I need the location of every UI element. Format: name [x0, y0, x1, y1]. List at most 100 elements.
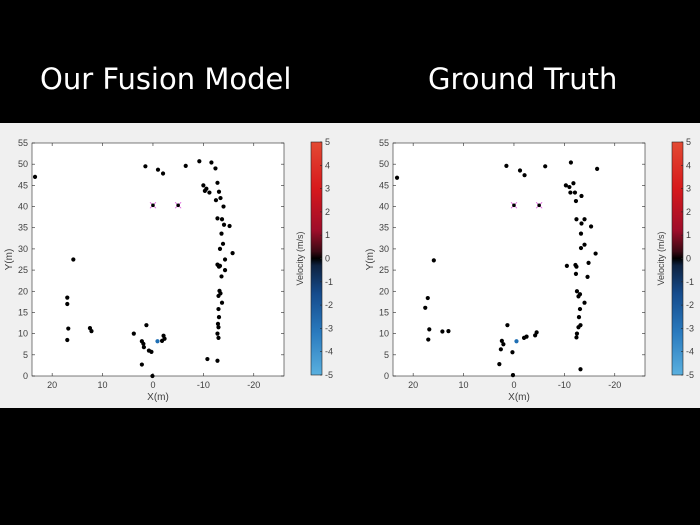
data-point [499, 338, 504, 343]
data-point [220, 241, 226, 246]
y-tick-label: 40 [18, 202, 28, 212]
colorbar-tick-label: 2 [686, 207, 691, 217]
data-point [572, 190, 578, 195]
colorbar-tick-label: 5 [686, 137, 691, 147]
data-point [440, 329, 445, 334]
colorbar-tick-label: 3 [325, 184, 330, 194]
x-tick-label: 10 [98, 380, 108, 390]
data-point [574, 264, 579, 269]
data-point [215, 331, 220, 336]
data-point [215, 180, 220, 185]
right-plot-area [392, 142, 646, 377]
data-point [568, 160, 574, 165]
y-tick-label: 0 [23, 371, 28, 381]
data-point [230, 251, 235, 256]
data-point [573, 198, 579, 204]
y-axis-label: Y(m) [4, 249, 15, 271]
data-point [215, 216, 220, 221]
cross-center-dot [512, 203, 516, 208]
data-point [219, 300, 225, 305]
y-tick-label: 20 [379, 286, 389, 296]
colorbar-tick-label: -5 [325, 370, 333, 380]
colorbar-tick-label: 3 [686, 184, 691, 194]
cross-marker [535, 201, 543, 209]
y-tick-label: 50 [379, 159, 389, 169]
y-tick-label: 50 [18, 159, 28, 169]
data-point [141, 341, 146, 346]
colorbar-tick-label: 4 [686, 160, 691, 170]
data-point [65, 295, 70, 300]
data-point [577, 306, 583, 312]
data-point [213, 198, 219, 203]
data-point [578, 245, 584, 251]
y-tick-label: 10 [379, 329, 389, 339]
data-point [582, 300, 587, 305]
data-point [522, 173, 527, 178]
y-tick-label: 25 [18, 265, 28, 275]
x-tick-label: -20 [247, 380, 260, 390]
data-point [219, 274, 224, 279]
data-point [217, 246, 223, 252]
y-tick-label: 15 [18, 307, 28, 317]
y-tick-label: 25 [379, 265, 389, 275]
colorbar-tick-label: -4 [325, 347, 333, 357]
x-tick-label: -20 [608, 380, 621, 390]
left-colorbar: 5 4 3 2 1 0 -1 -2 -3 -4 -5 Velocity (m/s) [295, 137, 333, 380]
data-point [446, 328, 451, 334]
y-tick-label: 45 [379, 180, 389, 190]
y-tick-label: 35 [18, 223, 28, 233]
data-point [576, 315, 582, 320]
y-axis-label: Y(m) [365, 249, 376, 271]
data-point [149, 349, 154, 354]
colorbar-tick-label: -1 [686, 277, 694, 287]
data-point [207, 190, 212, 195]
data-point [510, 373, 516, 378]
data-point [586, 260, 591, 265]
left-panel-title: Our Fusion Model [40, 62, 292, 96]
data-point [209, 160, 214, 165]
data-point [139, 362, 144, 367]
data-point [578, 231, 584, 236]
data-point [579, 221, 584, 226]
cross-marker [510, 201, 518, 209]
data-point [567, 184, 572, 190]
data-point [197, 159, 202, 164]
data-point [498, 347, 503, 352]
colorbar-tick-label: -3 [325, 323, 333, 333]
x-tick-label: -10 [558, 380, 571, 390]
data-point [222, 267, 228, 273]
colorbar-tick-label: -2 [325, 300, 333, 310]
data-point [159, 338, 165, 343]
colorbar-tick-label: -2 [686, 300, 694, 310]
data-point-colored [514, 339, 519, 344]
y-tick-label: 5 [384, 350, 389, 360]
y-tick-label: 10 [18, 329, 28, 339]
data-point [582, 217, 587, 222]
data-point [543, 164, 548, 169]
data-point [216, 306, 221, 312]
y-tick-label: 20 [18, 286, 28, 296]
data-point [216, 189, 222, 194]
data-point [576, 294, 581, 299]
data-point [504, 163, 509, 168]
data-point [71, 257, 76, 262]
data-point [221, 204, 226, 209]
data-point [216, 293, 221, 299]
data-point [217, 263, 223, 268]
cross-center-dot [151, 203, 155, 208]
colorbar-label: Velocity (m/s) [656, 231, 666, 285]
data-point [131, 331, 136, 336]
data-point [568, 190, 573, 195]
colorbar-tick-label: 2 [325, 207, 330, 217]
x-tick-label: 0 [511, 380, 516, 390]
data-point [564, 263, 569, 268]
data-point [218, 195, 223, 201]
data-point [427, 327, 432, 332]
data-point [65, 301, 70, 307]
data-point [524, 334, 529, 339]
data-point [222, 257, 228, 262]
colorbar-tick-label: 0 [686, 254, 691, 264]
data-point [574, 289, 580, 294]
